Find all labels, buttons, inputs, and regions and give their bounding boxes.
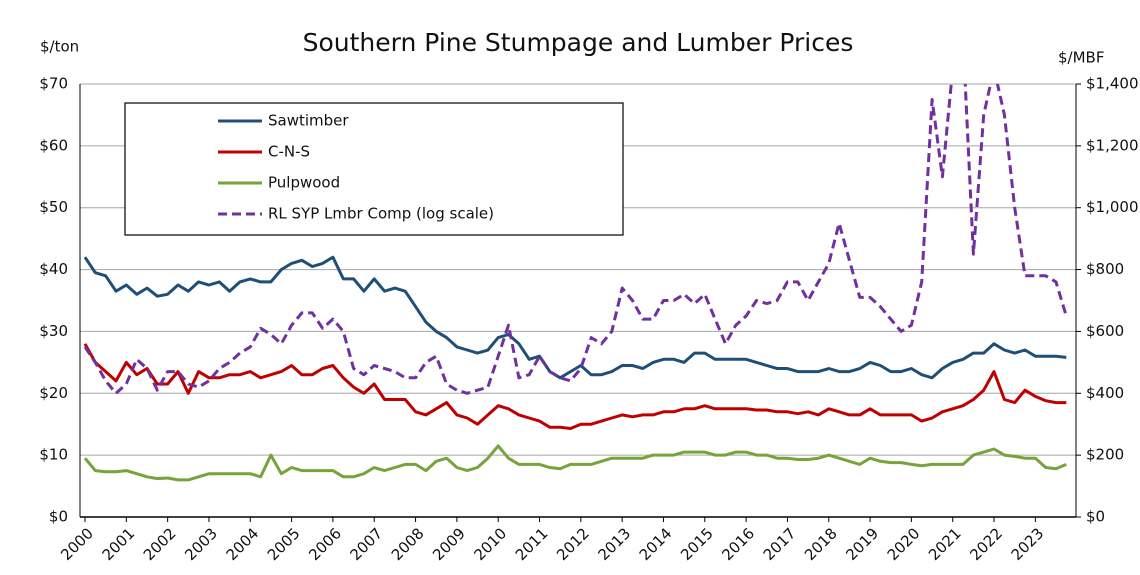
x-tick-label: 2005 [264,524,304,564]
y-tick-label: $20 [39,384,68,402]
y2-tick-label: $800 [1086,260,1124,278]
x-tick-label: 2010 [470,524,510,564]
x-tick-label: 2009 [429,524,469,564]
plot-area [83,84,1068,482]
x-tick-label: 2019 [842,524,882,564]
x-tick-label: 2003 [181,524,221,564]
y-tick-label: $70 [39,75,68,93]
y2-tick-label: $1,000 [1086,198,1139,216]
x-tick-label: 2013 [594,524,634,564]
x-tick-label: 2022 [966,524,1006,564]
y-axis-label: $/ton [40,38,79,56]
legend-box [124,102,624,236]
x-tick-label: 2016 [718,524,758,564]
x-tick-label: 2017 [760,524,800,564]
y2-tick-label: $0 [1086,508,1105,526]
x-tick-label: 2001 [99,524,139,564]
x-tick-label: 2002 [140,524,180,564]
legend-label: Sawtimber [268,112,349,130]
y-tick-label: $10 [39,446,68,464]
y2-tick-label: $200 [1086,446,1124,464]
x-tick-label: 2021 [925,524,965,564]
x-tick-label: 2014 [636,524,676,564]
series-line [83,343,1067,430]
legend-label: RL SYP Lmbr Comp (log scale) [268,205,494,223]
x-tick-label: 2012 [553,524,593,564]
y-tick-label: $30 [39,322,68,340]
x-tick-label: 2015 [677,524,717,564]
y2-tick-label: $400 [1086,384,1124,402]
x-tick-label: 2018 [801,524,841,564]
y-tick-label: $40 [39,260,68,278]
legend-label: Pulpwood [268,174,340,192]
series-line [83,444,1067,482]
y-tick-label: $50 [39,198,68,216]
x-tick-label: 2007 [347,524,387,564]
x-tick-label: 2000 [57,524,97,564]
x-tick-label: 2004 [223,524,263,564]
series-line [83,84,1068,395]
y-tick-label: $60 [39,136,68,154]
y2-tick-label: $1,400 [1086,75,1139,93]
series-line [83,255,1067,380]
y2-axis-label: $/MBF [1058,49,1104,67]
x-tick-label: 2006 [305,524,345,564]
x-tick-label: 2008 [388,524,428,564]
x-tick-label: 2020 [884,524,924,564]
chart-title: Southern Pine Stumpage and Lumber Prices [303,28,854,57]
y2-tick-label: $1,200 [1086,136,1139,154]
x-tick-label: 2023 [1008,524,1048,564]
x-tick-label: 2011 [512,524,552,564]
legend-label: C-N-S [268,143,310,161]
y2-tick-label: $600 [1086,322,1124,340]
y-tick-label: $0 [49,508,68,526]
